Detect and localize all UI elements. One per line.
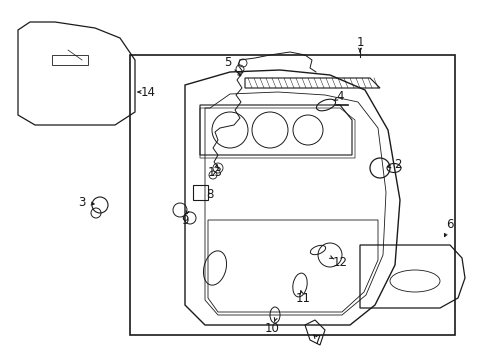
Text: 5: 5 <box>224 57 231 69</box>
Text: 12: 12 <box>332 256 347 269</box>
Text: 2: 2 <box>393 158 401 171</box>
Text: 4: 4 <box>336 90 343 104</box>
Text: 6: 6 <box>446 219 453 231</box>
Text: 13: 13 <box>207 166 222 179</box>
Text: 14: 14 <box>140 85 155 99</box>
Text: 3: 3 <box>78 195 85 208</box>
Text: 11: 11 <box>295 292 310 305</box>
Text: 1: 1 <box>356 36 363 49</box>
Text: 10: 10 <box>264 321 279 334</box>
Text: 9: 9 <box>181 213 188 226</box>
Text: 7: 7 <box>314 333 321 346</box>
Text: 8: 8 <box>206 189 213 202</box>
